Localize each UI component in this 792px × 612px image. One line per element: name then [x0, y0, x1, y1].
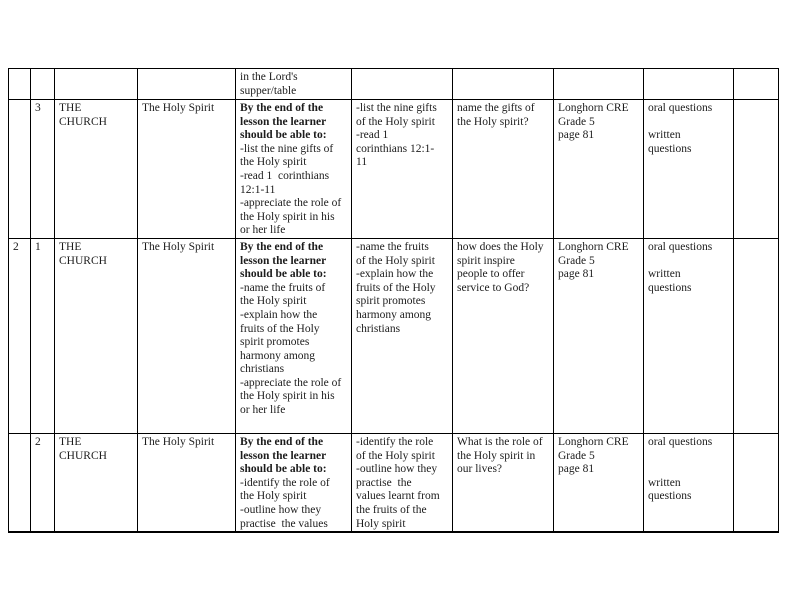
- lesson-cell: 3: [30, 99, 55, 239]
- references-cell: Longhorn CRE Grade 5 page 81: [553, 99, 644, 239]
- key-question-cell: What is the role of the Holy spirit in o…: [452, 432, 554, 533]
- assessment-cell: oral questions written questions: [643, 99, 734, 239]
- objectives-body: -identify the role of the Holy spirit -o…: [240, 476, 330, 530]
- activities-cell: [351, 68, 453, 100]
- assessment-cell: oral questions written questions: [643, 432, 734, 533]
- objectives-intro: By the end of the lesson the learner sho…: [240, 435, 327, 476]
- objectives-body: -list the nine gifts of the Holy spirit …: [240, 142, 342, 237]
- references-cell: Longhorn CRE Grade 5 page 81: [553, 432, 644, 533]
- remarks-cell: [733, 237, 779, 434]
- remarks-cell: [733, 68, 779, 100]
- references-cell: Longhorn CRE Grade 5 page 81: [553, 237, 644, 434]
- subtopic-cell: [137, 68, 236, 100]
- objectives-cell: By the end of the lesson the learner sho…: [235, 99, 352, 239]
- week-cell: [8, 99, 31, 239]
- table-row: in the Lord's supper/table: [8, 68, 779, 100]
- week-cell: [8, 68, 31, 100]
- table-row: 2 1 THE CHURCH The Holy Spirit By the en…: [8, 237, 779, 434]
- subtopic-cell: The Holy Spirit: [137, 99, 236, 239]
- lesson-cell: 1: [30, 237, 55, 434]
- topic-cell: THE CHURCH: [54, 99, 138, 239]
- table-row: 2 THE CHURCH The Holy Spirit By the end …: [8, 432, 779, 533]
- week-cell: 2: [8, 237, 31, 434]
- key-question-cell: [452, 68, 554, 100]
- topic-cell: THE CHURCH: [54, 237, 138, 434]
- subtopic-cell: The Holy Spirit: [137, 237, 236, 434]
- activities-cell: -list the nine gifts of the Holy spirit …: [351, 99, 453, 239]
- objectives-intro: By the end of the lesson the learner sho…: [240, 240, 327, 281]
- activities-cell: -name the fruits of the Holy spirit -exp…: [351, 237, 453, 434]
- assessment-cell: oral questions written questions: [643, 237, 734, 434]
- lesson-cell: 2: [30, 432, 55, 533]
- key-question-cell: how does the Holy spirit inspire people …: [452, 237, 554, 434]
- activities-cell: -identify the role of the Holy spirit -o…: [351, 432, 453, 533]
- week-cell: [8, 432, 31, 533]
- topic-cell: [54, 68, 138, 100]
- remarks-cell: [733, 99, 779, 239]
- objectives-cell: By the end of the lesson the learner sho…: [235, 432, 352, 533]
- remarks-cell: [733, 432, 779, 533]
- scheme-of-work-table: in the Lord's supper/table 3 THE CHURCH …: [8, 68, 779, 534]
- topic-cell: THE CHURCH: [54, 432, 138, 533]
- objectives-cell: in the Lord's supper/table: [235, 68, 352, 100]
- objectives-intro: By the end of the lesson the learner sho…: [240, 102, 327, 142]
- objectives-body: in the Lord's supper/table: [240, 71, 298, 97]
- subtopic-cell: The Holy Spirit: [137, 432, 236, 533]
- references-cell: [553, 68, 644, 100]
- table-row: 3 THE CHURCH The Holy Spirit By the end …: [8, 99, 779, 239]
- key-question-cell: name the gifts of the Holy spirit?: [452, 99, 554, 239]
- objectives-body: -name the fruits of the Holy spirit -exp…: [240, 281, 342, 417]
- lesson-cell: [30, 68, 55, 100]
- assessment-cell: [643, 68, 734, 100]
- objectives-cell: By the end of the lesson the learner sho…: [235, 237, 352, 434]
